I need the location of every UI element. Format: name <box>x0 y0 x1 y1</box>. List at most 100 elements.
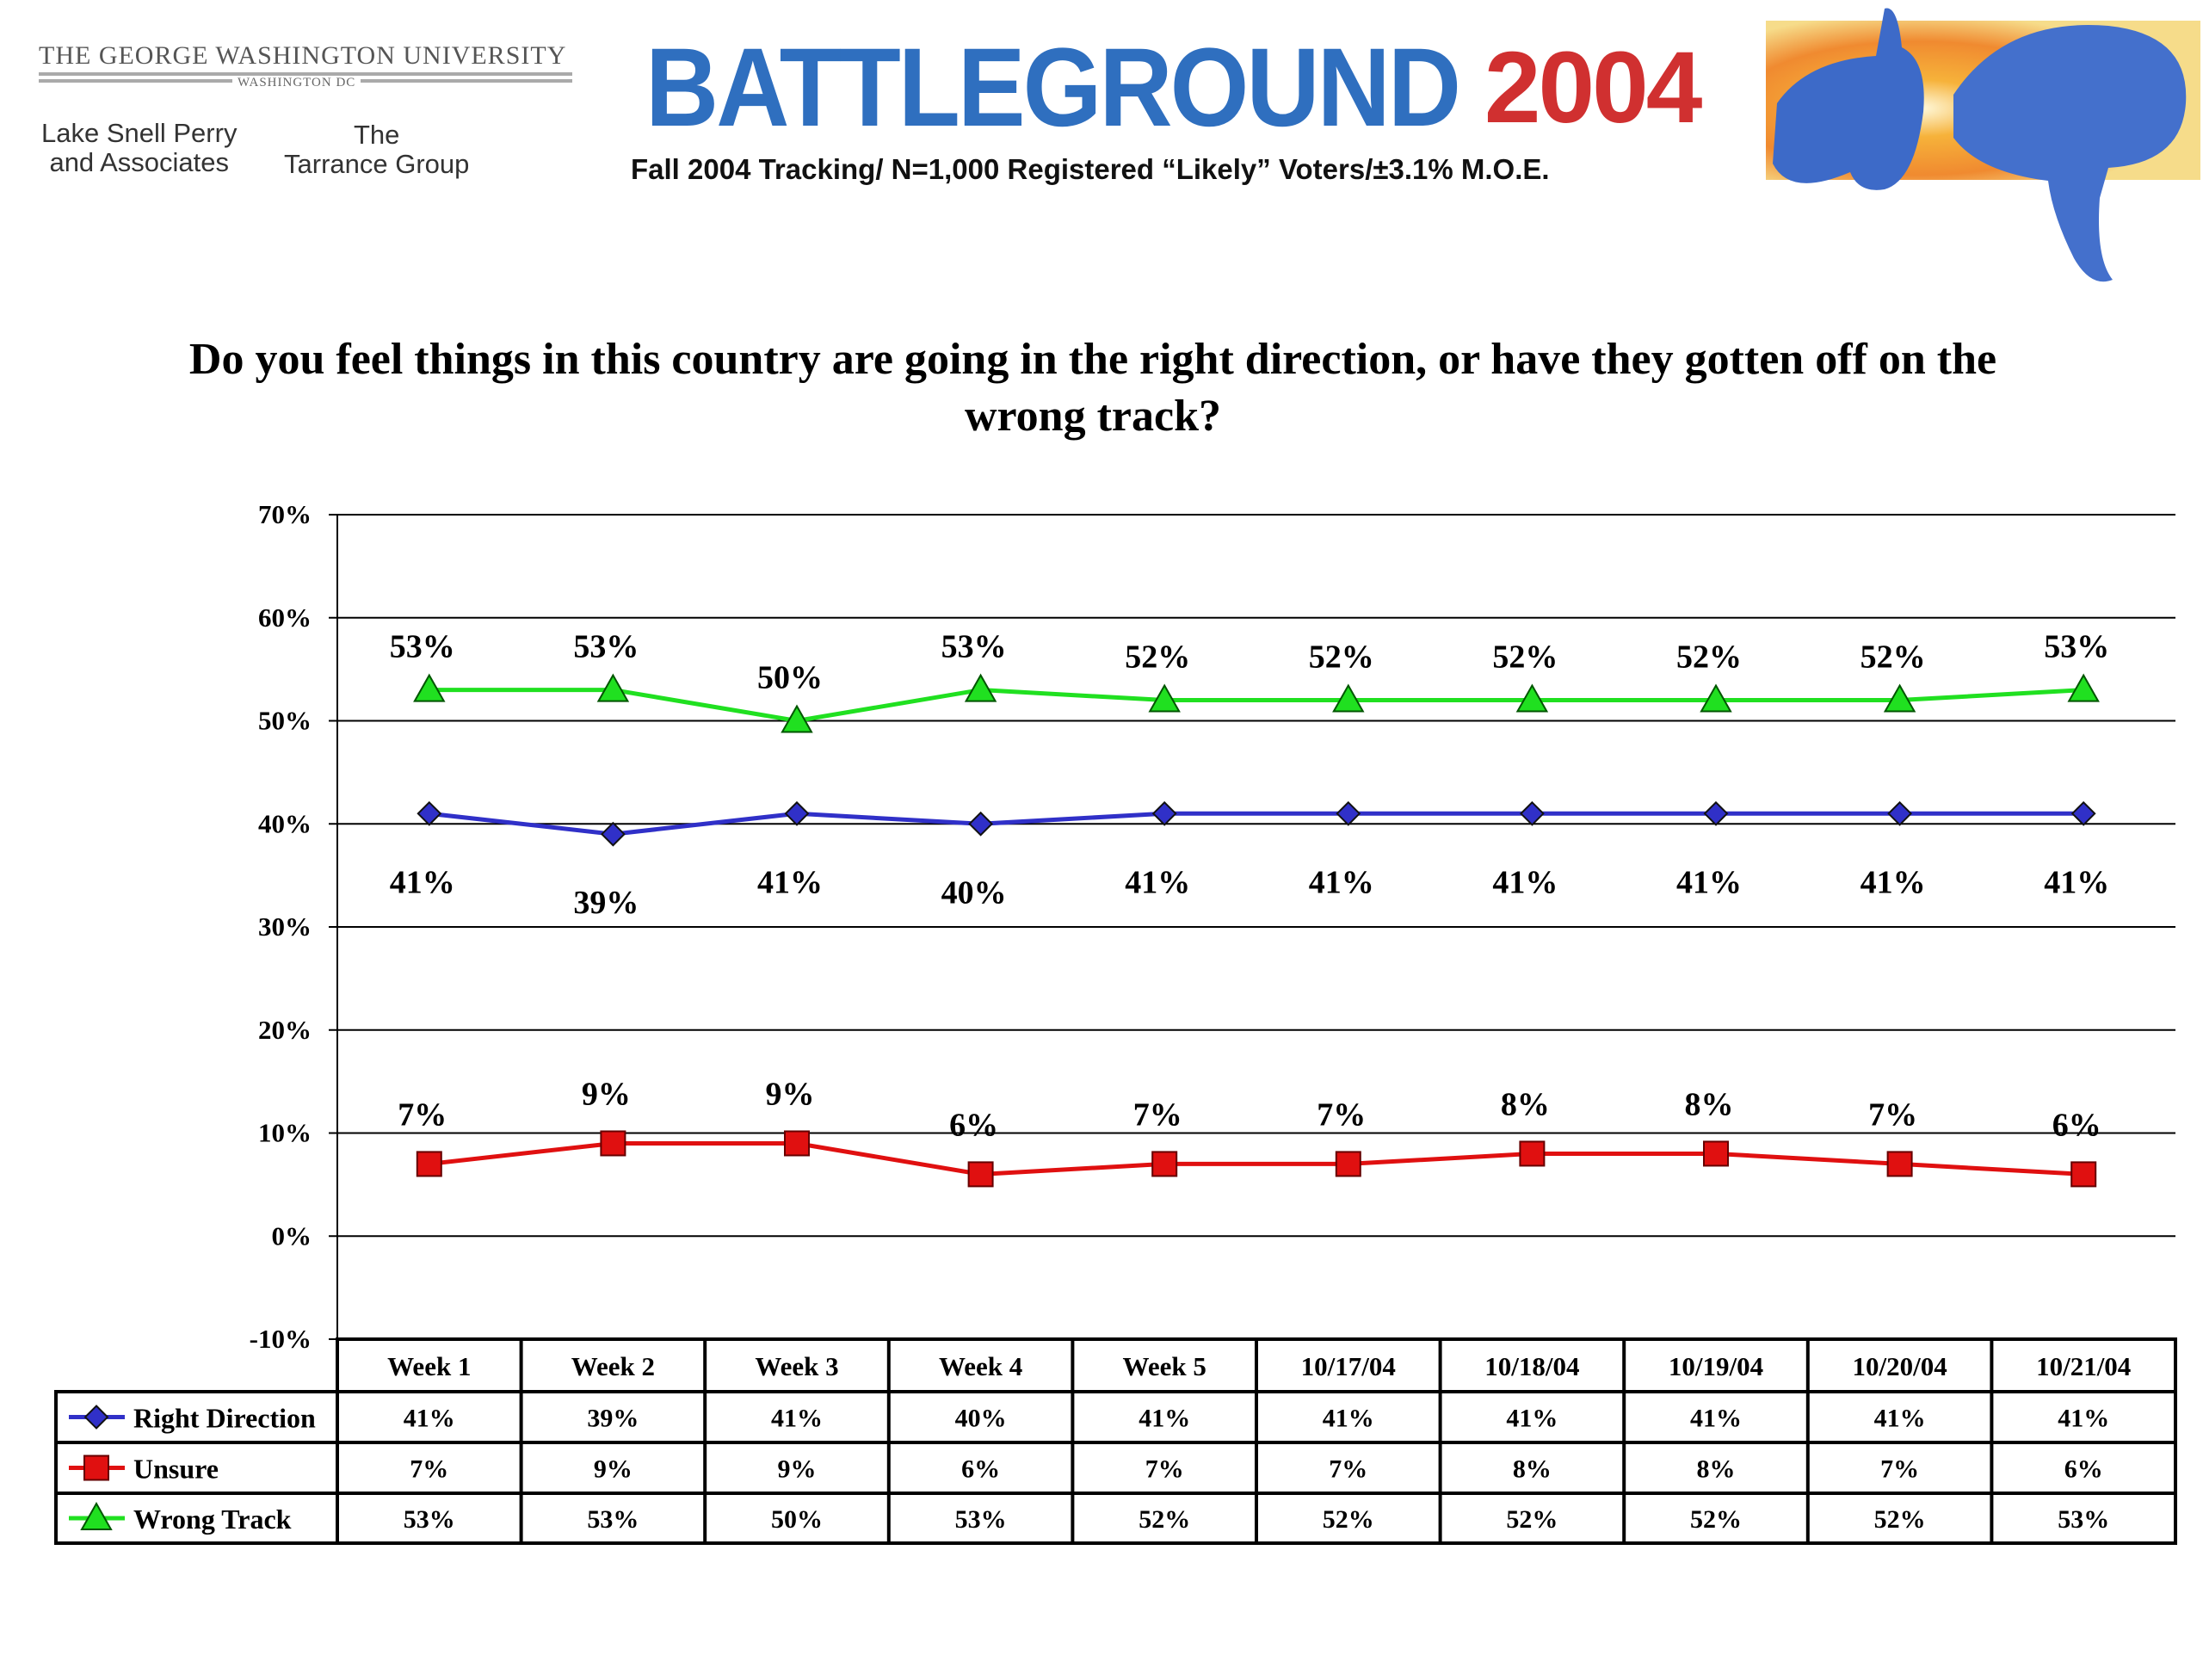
table-cell-wrong-track: 52% <box>1690 1505 1742 1534</box>
data-label-wrong-track: 52% <box>1676 639 1742 676</box>
table-cell-right-direction: 39% <box>587 1405 639 1433</box>
table-cell-unsure: 8% <box>1513 1455 1552 1484</box>
point-unsure <box>1519 1140 1546 1167</box>
table-header-cell: 10/17/04 <box>1301 1351 1396 1381</box>
table-header-cell: Week 1 <box>387 1351 471 1381</box>
point-wrong-track <box>964 673 997 702</box>
data-label-unsure: 9% <box>766 1076 815 1112</box>
point-legend-wrong-track <box>80 1501 113 1530</box>
table-cell-right-direction: 41% <box>1874 1405 1926 1433</box>
y-tick-label: 50% <box>258 706 312 736</box>
y-tick-label: 10% <box>258 1118 312 1148</box>
point-wrong-track <box>1883 683 1916 713</box>
data-label-unsure: 8% <box>1685 1086 1734 1122</box>
table-cell-right-direction: 41% <box>1139 1405 1190 1433</box>
table-body <box>54 1390 2177 1545</box>
partner-line: and Associates <box>49 147 229 177</box>
data-label-right-direction: 39% <box>573 885 639 921</box>
partner-tarrance-group: The Tarrance Group <box>284 120 469 179</box>
point-unsure <box>967 1161 994 1188</box>
gwu-logo-text: THE GEORGE WASHINGTON UNIVERSITY <box>39 41 567 70</box>
table-header-cell: 10/20/04 <box>1852 1351 1947 1381</box>
data-label-unsure: 8% <box>1501 1086 1550 1122</box>
point-right-direction <box>417 800 442 826</box>
table-cell-unsure: 9% <box>778 1455 817 1484</box>
data-label-wrong-track: 52% <box>1309 639 1374 676</box>
table-header-cell: Week 3 <box>755 1351 838 1381</box>
table-cell-right-direction: 41% <box>2058 1405 2109 1433</box>
logo-word: BATTLEGROUND <box>645 25 1461 151</box>
table-cell-wrong-track: 53% <box>955 1505 1007 1534</box>
point-right-direction <box>1336 800 1361 826</box>
data-label-wrong-track: 50% <box>757 660 823 696</box>
data-label-wrong-track: 52% <box>1861 639 1926 676</box>
y-tick-label: -10% <box>250 1324 312 1354</box>
table-header-cell: Week 4 <box>939 1351 1022 1381</box>
data-label-unsure: 6% <box>949 1107 998 1143</box>
table-cell-wrong-track: 53% <box>404 1505 455 1534</box>
data-label-wrong-track: 53% <box>390 629 455 665</box>
point-unsure <box>1703 1140 1729 1167</box>
data-label-right-direction: 41% <box>390 864 455 900</box>
table-header-cell: Week 5 <box>1123 1351 1206 1381</box>
table-cell-unsure: 6% <box>961 1455 1000 1484</box>
table-cell-right-direction: 41% <box>771 1405 823 1433</box>
data-label-right-direction: 41% <box>1676 864 1742 900</box>
table-cell-right-direction: 41% <box>1323 1405 1374 1433</box>
point-right-direction <box>784 800 810 826</box>
gwu-rule <box>39 72 572 76</box>
data-label-wrong-track: 53% <box>573 629 639 665</box>
partner-line: Tarrance Group <box>284 149 470 179</box>
point-wrong-track <box>413 673 446 702</box>
point-right-direction <box>1519 800 1545 826</box>
point-right-direction <box>968 811 994 837</box>
table-header-cell: 10/18/04 <box>1484 1351 1579 1381</box>
chart-title: Do you feel things in this country are g… <box>188 335 1997 441</box>
data-label-unsure: 6% <box>2052 1107 2101 1143</box>
data-label-wrong-track: 52% <box>1492 639 1558 676</box>
point-right-direction <box>600 821 626 847</box>
data-label-unsure: 7% <box>1868 1096 1917 1133</box>
data-label-right-direction: 41% <box>1492 864 1558 900</box>
table-cell-unsure: 7% <box>1329 1455 1367 1484</box>
point-unsure <box>1335 1151 1361 1177</box>
elephant-icon <box>1953 25 2187 282</box>
survey-subtitle: Fall 2004 Tracking/ N=1,000 Registered “… <box>631 153 1550 185</box>
point-unsure <box>1151 1151 1178 1177</box>
series-line-right-direction <box>429 811 2084 837</box>
table-cell-wrong-track: 52% <box>1506 1505 1558 1534</box>
data-label-right-direction: 41% <box>2044 864 2109 900</box>
data-label-right-direction: 41% <box>757 864 823 900</box>
table-cell-unsure: 7% <box>1145 1455 1184 1484</box>
data-label-wrong-track: 53% <box>2044 629 2109 665</box>
data-label-wrong-track: 52% <box>1125 639 1190 676</box>
point-wrong-track <box>781 704 813 733</box>
point-wrong-track <box>1515 683 1549 713</box>
y-tick-label: 60% <box>258 602 312 633</box>
point-wrong-track <box>1148 683 1181 713</box>
table-cell-unsure: 7% <box>1880 1455 1919 1484</box>
point-wrong-track <box>1332 683 1365 713</box>
table-header-cell: 10/19/04 <box>1669 1351 1763 1381</box>
data-label-unsure: 7% <box>1133 1096 1182 1133</box>
table-cell-right-direction: 41% <box>1506 1405 1558 1433</box>
legend-label-right-direction: Right Direction <box>133 1403 316 1434</box>
point-right-direction <box>1887 800 1913 826</box>
data-label-right-direction: 41% <box>1125 864 1190 900</box>
table-cell-unsure: 9% <box>594 1455 633 1484</box>
gwu-subtext: WASHINGTON DC <box>232 76 361 90</box>
data-label-right-direction: 41% <box>1861 864 1926 900</box>
table-cell-wrong-track: 53% <box>587 1505 639 1534</box>
data-label-unsure: 7% <box>398 1096 447 1133</box>
table-cell-wrong-track: 52% <box>1874 1505 1926 1534</box>
point-wrong-track <box>596 673 630 702</box>
point-unsure <box>784 1130 810 1157</box>
point-right-direction <box>2070 800 2096 826</box>
point-wrong-track <box>1700 683 1732 713</box>
point-legend-right-direction <box>83 1405 109 1430</box>
point-right-direction <box>1703 800 1729 826</box>
donkey-elephant-illustration <box>1766 8 2200 282</box>
point-unsure <box>1886 1151 1913 1177</box>
data-label-right-direction: 40% <box>941 874 1007 911</box>
